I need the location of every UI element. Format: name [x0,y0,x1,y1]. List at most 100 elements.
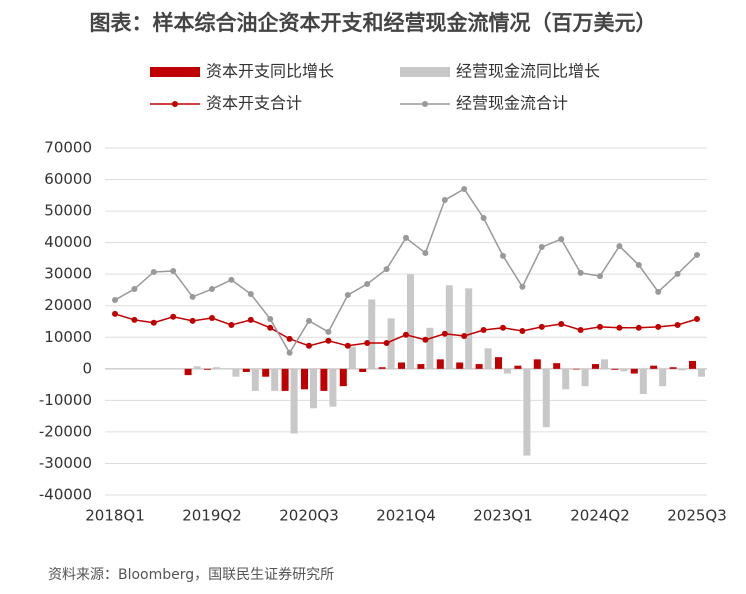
bar [378,367,386,369]
bar [398,362,405,369]
bar [262,368,270,377]
marker [480,327,487,334]
marker [480,215,487,222]
bar [630,368,638,374]
bar [620,368,628,372]
bar [523,368,531,456]
marker [306,317,312,324]
marker [694,251,700,258]
bar [678,368,686,371]
legend-swatch [172,101,178,107]
bar [456,362,464,369]
marker [403,234,409,241]
marker [616,324,623,331]
marker [189,293,196,300]
bar [592,364,599,369]
legend-label: 资本开支同比增长 [206,62,334,81]
legend-label: 经营现金流同比增长 [456,62,600,81]
bar [504,368,511,374]
marker [228,321,235,328]
marker [170,313,177,320]
marker [519,327,526,334]
marker [344,292,351,299]
bar [553,363,561,369]
y-tick-label: 60000 [44,170,92,188]
bar [407,274,414,369]
marker [500,252,506,259]
marker [286,349,293,356]
bar [193,366,201,369]
bar [650,365,658,369]
bar [475,364,483,369]
bar [465,288,473,369]
marker [538,244,545,251]
bar [417,364,425,369]
marker [577,327,584,334]
bar [669,367,677,369]
marker [441,330,448,337]
bar [581,368,589,387]
marker [635,262,642,269]
marker [383,339,390,346]
marker [131,316,138,323]
marker [150,268,157,275]
legend-swatch [422,101,428,107]
marker [209,286,215,293]
marker [325,337,332,344]
y-tick-label: -20000 [39,422,92,440]
bar [242,368,250,372]
marker [364,280,371,287]
y-tick-label: -40000 [39,486,92,504]
bar [213,367,220,369]
bar [387,318,395,369]
chart-title: 图表：样本综合油企资本开支和经营现金流情况（百万美元） [90,11,657,35]
x-tick-label: 2021Q4 [376,507,436,525]
marker [286,335,293,342]
line [114,313,698,347]
marker [422,336,429,343]
x-tick-label: 2019Q2 [182,507,242,525]
x-tick-label: 2024Q2 [570,507,630,525]
bar [484,348,492,369]
bar [329,368,337,407]
bar [689,360,696,369]
bar [533,359,541,369]
marker [131,286,138,293]
marker [558,236,565,243]
marker [577,269,584,276]
marker [170,268,177,275]
marker [616,243,623,250]
marker [112,297,118,304]
marker [150,319,157,326]
bar [436,359,444,369]
bar [359,368,367,372]
marker [306,342,312,349]
marker [519,283,526,290]
legend-label: 经营现金流合计 [456,94,568,113]
bar [611,368,619,370]
marker [461,333,468,340]
bar [495,357,502,369]
marker [267,324,274,331]
bar [698,368,705,377]
marker [500,324,506,331]
bar [301,368,308,390]
marker [267,315,274,322]
bar [290,368,298,434]
y-tick-label: 50000 [44,202,92,220]
marker [325,328,332,335]
bar [310,368,317,409]
y-tick-label: -10000 [39,391,92,409]
marker [189,317,196,324]
bar [320,368,328,391]
marker [403,331,409,338]
bar [281,368,289,391]
marker [209,315,215,322]
marker [538,323,545,330]
marker [247,316,254,323]
bar [562,368,570,390]
y-tick-label: 70000 [44,139,92,157]
bar [445,285,453,369]
marker [635,324,642,331]
marker [655,288,662,295]
